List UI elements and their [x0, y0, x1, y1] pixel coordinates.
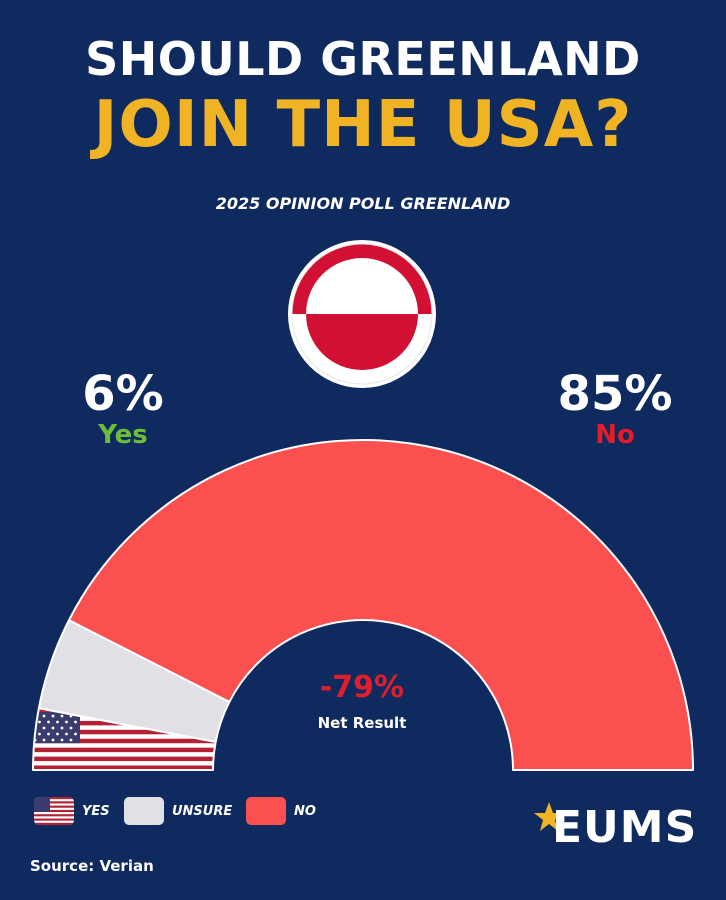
eums-logo: EUMS	[532, 800, 696, 860]
title-line-2: JOIN THE USA?	[93, 88, 633, 162]
title-line-1: SHOULD GREENLAND	[85, 32, 641, 86]
no-label: No	[595, 420, 635, 450]
subtitle: 2025 OPINION POLL GREENLAND	[215, 194, 511, 213]
logo-text: EUMS	[552, 802, 698, 853]
source-note: Source: Verian	[30, 857, 154, 875]
slice-no	[67, 439, 694, 771]
no-percent: 85%	[557, 366, 673, 422]
legend-label-unsure: UNSURE	[172, 803, 233, 819]
legend-label-yes: YES	[82, 803, 110, 819]
legend-item-unsure: UNSURE	[124, 796, 232, 826]
unsure-swatch	[124, 797, 164, 825]
net-result-value: -79%	[319, 670, 405, 705]
yes-label: Yes	[98, 420, 148, 450]
yes-percent: 6%	[82, 366, 164, 422]
net-result-label: Net Result	[317, 714, 407, 732]
legend-item-yes: YES	[34, 796, 110, 826]
legend-label-no: NO	[294, 803, 316, 819]
us-flag-icon	[34, 797, 74, 825]
no-swatch	[246, 797, 286, 825]
greenland-flag-icon	[288, 240, 436, 388]
star-icon	[534, 802, 564, 831]
legend-item-no: NO	[246, 796, 316, 826]
